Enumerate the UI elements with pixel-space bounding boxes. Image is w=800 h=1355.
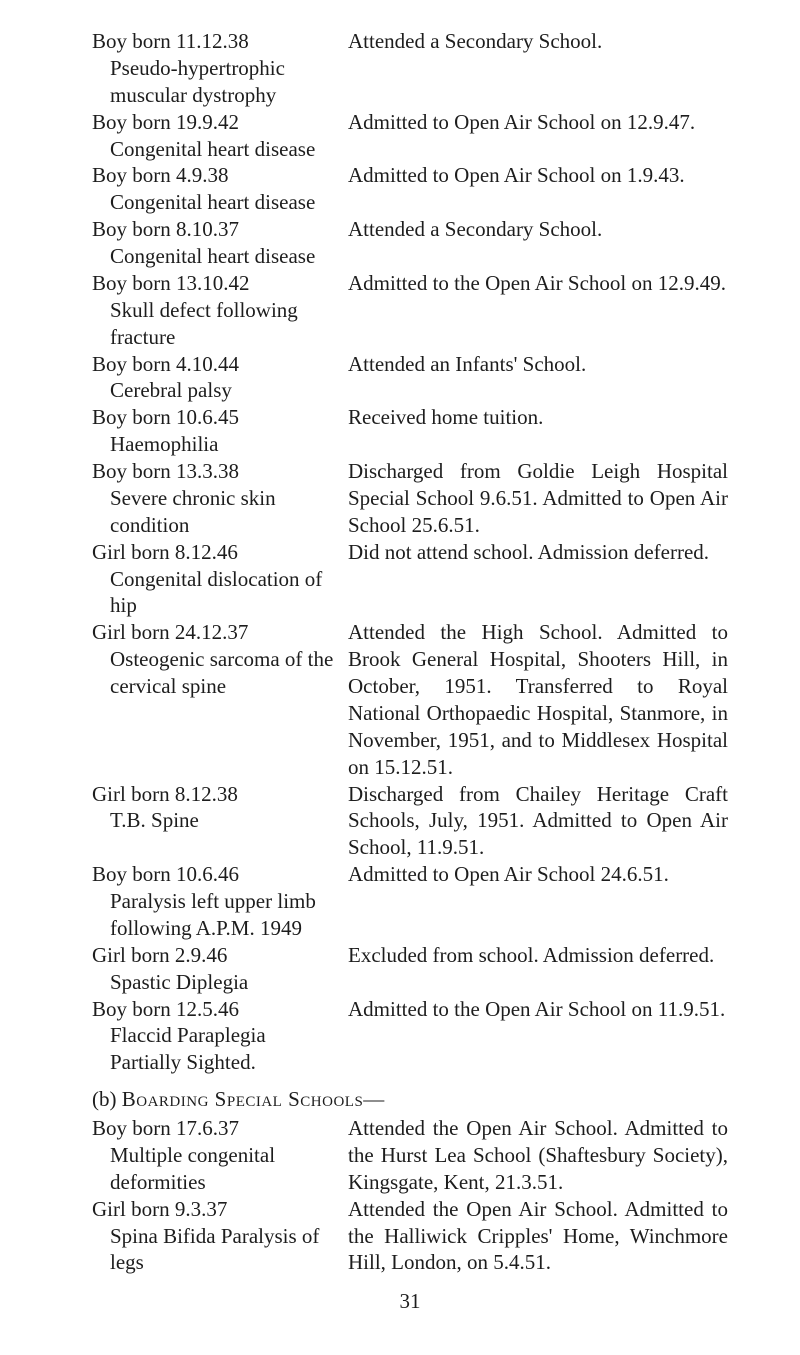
case-left: Girl born 8.12.38 T.B. Spine (92, 781, 340, 862)
case-outcome: Attended the High School. Admitted to Br… (348, 619, 728, 780)
case-left: Boy born 13.3.38 Severe chronic skin con… (92, 458, 340, 539)
entries-section-a: Boy born 11.12.38 Pseudo-hypertrophic mu… (92, 28, 728, 1076)
case-entry: Boy born 10.6.45 Haemophilia Received ho… (92, 404, 728, 458)
case-entry: Boy born 17.6.37 Multiple congenital def… (92, 1115, 728, 1196)
case-left: Boy born 8.10.37 Congenital heart diseas… (92, 216, 340, 270)
case-id: Boy born 10.6.45 (92, 404, 336, 431)
case-outcome: Admitted to the Open Air School on 11.9.… (348, 996, 728, 1077)
case-id: Girl born 24.12.37 (92, 619, 336, 646)
case-condition: Pseudo-hypertrophic muscular dystrophy (92, 55, 336, 109)
case-outcome: Attended the Open Air School. Admitted t… (348, 1115, 728, 1196)
case-id: Girl born 2.9.46 (92, 942, 336, 969)
case-left: Girl born 2.9.46 Spastic Diplegia (92, 942, 340, 996)
case-outcome: Excluded from school. Admission deferred… (348, 942, 728, 996)
case-condition: Flaccid Paraplegia Partially Sighted. (92, 1022, 336, 1076)
case-outcome: Discharged from Goldie Leigh Hospital Sp… (348, 458, 728, 539)
case-id: Boy born 19.9.42 (92, 109, 336, 136)
case-condition: Paralysis left upper limb following A.P.… (92, 888, 336, 942)
case-condition: Osteogenic sarcoma of the cervical spine (92, 646, 336, 700)
case-left: Boy born 13.10.42 Skull defect following… (92, 270, 340, 351)
case-outcome: Attended a Secondary School. (348, 28, 728, 109)
case-left: Boy born 10.6.46 Paralysis left upper li… (92, 861, 340, 942)
case-id: Boy born 4.9.38 (92, 162, 336, 189)
case-left: Boy born 4.10.44 Cerebral palsy (92, 351, 340, 405)
section-b-title: Boarding Special Schools— (122, 1087, 385, 1111)
case-condition: Cerebral palsy (92, 377, 336, 404)
case-left: Boy born 17.6.37 Multiple congenital def… (92, 1115, 340, 1196)
case-entry: Boy born 10.6.46 Paralysis left upper li… (92, 861, 728, 942)
case-entry: Girl born 8.12.46 Congenital dislocation… (92, 539, 728, 620)
case-entry: Boy born 8.10.37 Congenital heart diseas… (92, 216, 728, 270)
case-left: Boy born 19.9.42 Congenital heart diseas… (92, 109, 340, 163)
case-condition: Severe chronic skin condition (92, 485, 336, 539)
case-left: Boy born 12.5.46 Flaccid Paraplegia Part… (92, 996, 340, 1077)
case-left: Girl born 24.12.37 Osteogenic sarcoma of… (92, 619, 340, 780)
case-id: Boy born 12.5.46 (92, 996, 336, 1023)
section-b-prefix: (b) (92, 1087, 122, 1111)
case-condition: T.B. Spine (92, 807, 336, 834)
case-outcome: Did not attend school. Admission deferre… (348, 539, 728, 620)
case-outcome: Attended a Secondary School. (348, 216, 728, 270)
case-outcome: Admitted to the Open Air School on 12.9.… (348, 270, 728, 351)
case-id: Boy born 10.6.46 (92, 861, 336, 888)
case-condition: Haemophilia (92, 431, 336, 458)
case-outcome: Admitted to Open Air School on 12.9.47. (348, 109, 728, 163)
case-condition: Multiple congenital deformities (92, 1142, 336, 1196)
case-condition: Spastic Diplegia (92, 969, 336, 996)
case-outcome: Received home tuition. (348, 404, 728, 458)
case-left: Girl born 8.12.46 Congenital dislocation… (92, 539, 340, 620)
case-entry: Boy born 11.12.38 Pseudo-hypertrophic mu… (92, 28, 728, 109)
case-id: Girl born 9.3.37 (92, 1196, 336, 1223)
case-entry: Girl born 2.9.46 Spastic Diplegia Exclud… (92, 942, 728, 996)
case-entry: Boy born 4.9.38 Congenital heart disease… (92, 162, 728, 216)
page-number: 31 (92, 1288, 728, 1315)
case-entry: Boy born 13.10.42 Skull defect following… (92, 270, 728, 351)
case-outcome: Attended an Infants' School. (348, 351, 728, 405)
case-left: Boy born 11.12.38 Pseudo-hypertrophic mu… (92, 28, 340, 109)
case-left: Girl born 9.3.37 Spina Bifida Paralysis … (92, 1196, 340, 1277)
document-page: Boy born 11.12.38 Pseudo-hypertrophic mu… (0, 0, 800, 1355)
case-condition: Congenital heart disease (92, 243, 336, 270)
case-id: Boy born 13.10.42 (92, 270, 336, 297)
case-outcome: Discharged from Chailey Heritage Craft S… (348, 781, 728, 862)
case-left: Boy born 10.6.45 Haemophilia (92, 404, 340, 458)
case-id: Boy born 4.10.44 (92, 351, 336, 378)
case-condition: Congenital dislocation of hip (92, 566, 336, 620)
case-entry: Girl born 8.12.38 T.B. Spine Discharged … (92, 781, 728, 862)
case-id: Boy born 11.12.38 (92, 28, 336, 55)
case-left: Boy born 4.9.38 Congenital heart disease (92, 162, 340, 216)
case-outcome: Attended the Open Air School. Admitted t… (348, 1196, 728, 1277)
case-outcome: Admitted to Open Air School 24.6.51. (348, 861, 728, 942)
case-id: Boy born 17.6.37 (92, 1115, 336, 1142)
entries-section-b: Boy born 17.6.37 Multiple congenital def… (92, 1115, 728, 1276)
case-condition: Spina Bifida Paralysis of legs (92, 1223, 336, 1277)
section-b-heading: (b) Boarding Special Schools— (92, 1086, 728, 1113)
case-entry: Girl born 24.12.37 Osteogenic sarcoma of… (92, 619, 728, 780)
case-entry: Boy born 4.10.44 Cerebral palsy Attended… (92, 351, 728, 405)
case-condition: Congenital heart disease (92, 136, 336, 163)
case-entry: Girl born 9.3.37 Spina Bifida Paralysis … (92, 1196, 728, 1277)
case-id: Boy born 8.10.37 (92, 216, 336, 243)
case-entry: Boy born 19.9.42 Congenital heart diseas… (92, 109, 728, 163)
case-id: Boy born 13.3.38 (92, 458, 336, 485)
case-condition: Skull defect following fracture (92, 297, 336, 351)
case-id: Girl born 8.12.46 (92, 539, 336, 566)
case-entry: Boy born 13.3.38 Severe chronic skin con… (92, 458, 728, 539)
case-outcome: Admitted to Open Air School on 1.9.43. (348, 162, 728, 216)
case-id: Girl born 8.12.38 (92, 781, 336, 808)
case-condition: Congenital heart disease (92, 189, 336, 216)
case-entry: Boy born 12.5.46 Flaccid Paraplegia Part… (92, 996, 728, 1077)
